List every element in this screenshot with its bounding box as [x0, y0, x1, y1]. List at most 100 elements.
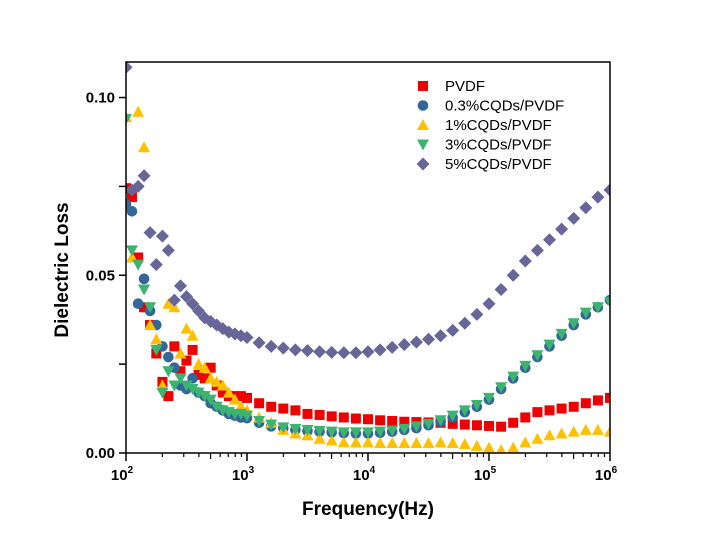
data-point — [447, 418, 458, 429]
data-point — [186, 384, 199, 396]
data-point — [167, 293, 181, 307]
data-point — [399, 416, 410, 427]
data-point — [580, 398, 591, 409]
data-point — [591, 423, 604, 435]
data-point — [204, 394, 217, 406]
legend-label: 0.3%CQDs/PVDF — [445, 98, 564, 115]
x-tick-label: 102 — [111, 465, 134, 484]
data-point — [144, 319, 157, 331]
legend-label: 5%CQDs/PVDF — [445, 156, 552, 173]
x-tick-label: 105 — [474, 465, 497, 484]
data-point — [507, 371, 520, 383]
data-point — [186, 329, 199, 341]
data-point — [519, 360, 532, 372]
data-point — [387, 416, 398, 427]
data-point — [325, 434, 338, 446]
data-point — [301, 424, 314, 436]
data-point — [173, 279, 187, 293]
data-point — [543, 233, 557, 247]
data-point — [446, 323, 460, 337]
data-point — [567, 318, 580, 330]
data-point — [544, 405, 555, 416]
data-point — [373, 343, 387, 357]
data-point — [175, 366, 186, 377]
data-point — [349, 427, 362, 439]
data-point — [374, 426, 387, 438]
data-point — [253, 416, 266, 428]
series-5-cqds-pvdf — [126, 62, 610, 360]
data-point — [555, 427, 568, 439]
data-point — [338, 412, 349, 423]
data-point — [470, 439, 483, 451]
legend-marker — [417, 100, 429, 111]
legend-item: 1%CQDs/PVDF — [417, 117, 552, 134]
data-point — [181, 355, 192, 366]
data-point — [278, 403, 289, 414]
data-point — [446, 410, 459, 422]
data-point — [139, 302, 150, 313]
data-point — [205, 362, 216, 373]
data-point — [555, 222, 569, 236]
x-tick-label: 104 — [353, 465, 376, 484]
data-point — [530, 243, 544, 257]
data-point — [143, 226, 157, 240]
data-point — [240, 330, 254, 344]
data-point — [180, 380, 193, 392]
y-tick-label: 0.00 — [86, 445, 115, 462]
data-point — [217, 387, 228, 398]
x-tick-label: 103 — [232, 465, 255, 484]
data-point — [591, 302, 604, 314]
data-point — [169, 341, 180, 352]
y-axis: 0.00 0.05 0.10 — [86, 90, 126, 462]
data-point — [192, 304, 206, 318]
data-point — [410, 421, 423, 433]
data-point — [531, 432, 544, 444]
data-point — [532, 407, 543, 418]
data-point — [579, 201, 593, 215]
data-point — [288, 343, 302, 357]
data-point — [126, 113, 132, 125]
data-point — [132, 259, 145, 271]
data-point — [518, 254, 532, 268]
plot-marks — [126, 62, 610, 453]
data-point — [210, 375, 223, 387]
data-point — [337, 436, 350, 448]
data-point — [422, 437, 435, 449]
legend-label: 1%CQDs/PVDF — [445, 117, 552, 134]
y-axis-title: Dielectric Loss — [52, 202, 73, 337]
data-point — [180, 322, 193, 334]
data-point — [138, 273, 150, 285]
data-point — [434, 436, 447, 448]
data-point — [242, 392, 252, 403]
data-point — [458, 438, 471, 450]
data-point — [174, 347, 187, 359]
data-point — [163, 351, 174, 363]
data-point — [313, 425, 326, 437]
data-point — [337, 346, 351, 360]
data-point — [555, 328, 568, 340]
legend-marker — [416, 157, 430, 171]
data-point — [520, 412, 531, 423]
data-point — [495, 382, 508, 394]
data-point — [168, 380, 181, 392]
data-point — [398, 437, 411, 449]
data-point — [385, 340, 399, 354]
data-point — [193, 369, 204, 380]
data-point — [264, 339, 278, 353]
data-point — [350, 413, 361, 424]
data-point — [591, 190, 605, 204]
data-point — [155, 229, 169, 243]
data-point — [198, 361, 211, 373]
data-point — [470, 307, 484, 321]
x-axis-title: Frequency(Hz) — [302, 499, 434, 520]
data-point — [126, 245, 138, 257]
y-tick-label: 0.10 — [86, 90, 115, 107]
data-point — [567, 425, 580, 437]
legend-marker — [417, 119, 429, 130]
data-point — [161, 243, 175, 257]
data-point — [507, 441, 520, 453]
data-point — [519, 436, 532, 448]
data-point — [397, 338, 411, 352]
data-point — [543, 339, 556, 351]
